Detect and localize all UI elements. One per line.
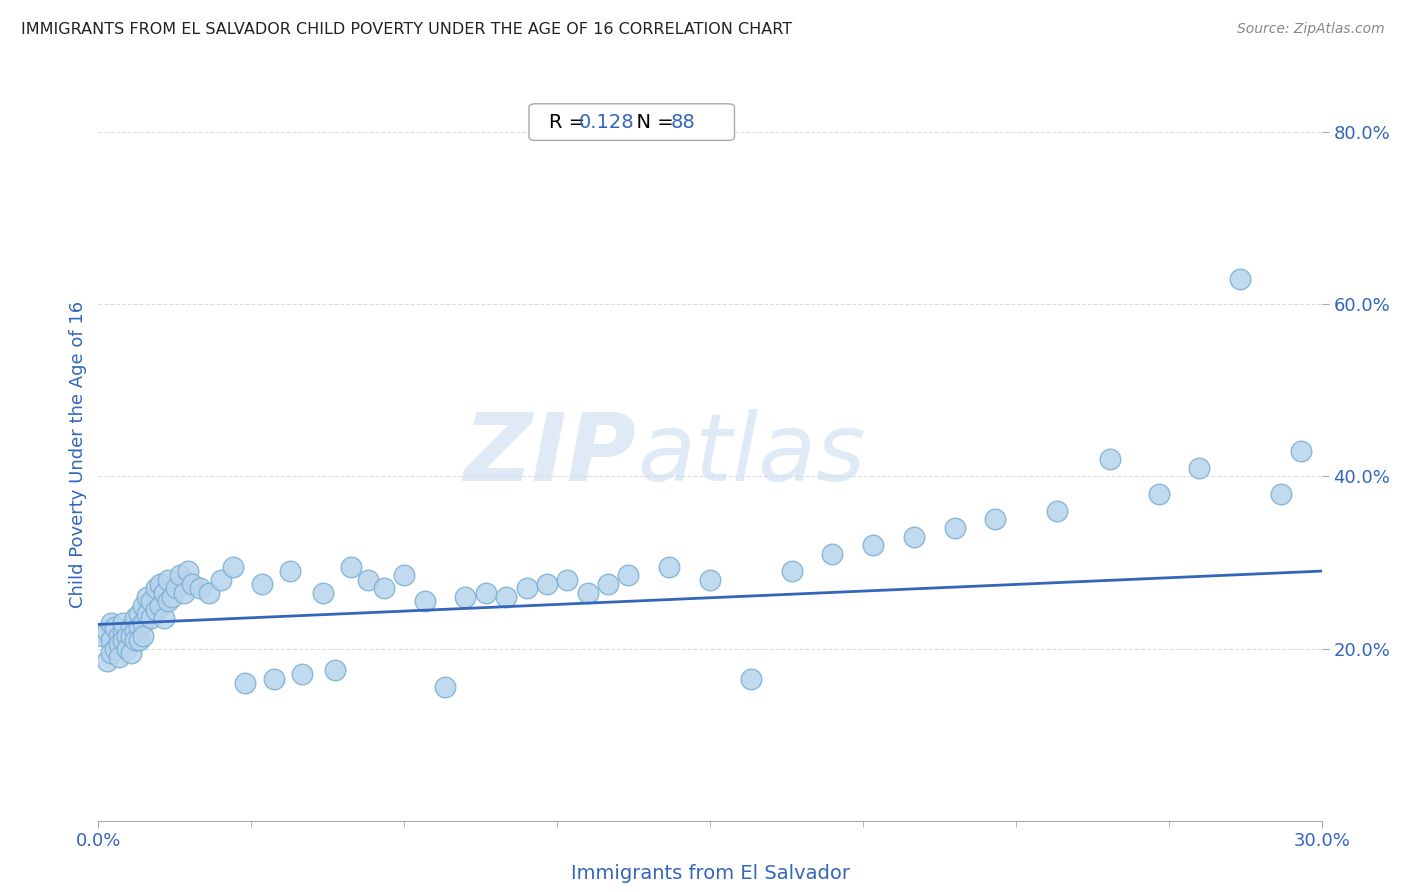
Point — [136, 590, 159, 604]
Point — [120, 646, 142, 660]
Point — [152, 585, 174, 599]
Point — [156, 594, 179, 608]
Point — [392, 568, 416, 582]
Point — [132, 615, 155, 630]
Point — [104, 641, 127, 656]
Point — [177, 564, 200, 578]
Point — [181, 577, 204, 591]
Point — [340, 559, 363, 574]
Point — [100, 646, 122, 660]
Point — [120, 620, 142, 634]
Point — [1270, 486, 1292, 500]
Point — [132, 599, 155, 613]
Point — [373, 582, 395, 596]
Point — [617, 568, 640, 582]
Text: 88: 88 — [671, 112, 696, 132]
Point — [136, 607, 159, 621]
Point — [943, 521, 966, 535]
Point — [516, 582, 538, 596]
Point — [740, 672, 762, 686]
Point — [108, 637, 131, 651]
Point — [434, 680, 457, 694]
Point — [160, 590, 183, 604]
Point — [124, 632, 146, 647]
Text: Source: ZipAtlas.com: Source: ZipAtlas.com — [1237, 22, 1385, 37]
Point — [222, 559, 245, 574]
Point — [124, 611, 146, 625]
Point — [108, 650, 131, 665]
Y-axis label: Child Poverty Under the Age of 16: Child Poverty Under the Age of 16 — [69, 301, 87, 608]
Point — [100, 615, 122, 630]
Text: ZIP: ZIP — [464, 409, 637, 501]
Point — [903, 530, 925, 544]
Point — [165, 582, 187, 596]
Point — [91, 629, 114, 643]
Point — [454, 590, 477, 604]
Point — [1098, 452, 1121, 467]
Point — [152, 611, 174, 625]
Point — [413, 594, 436, 608]
FancyBboxPatch shape — [529, 103, 734, 140]
Text: atlas: atlas — [637, 409, 865, 500]
Point — [128, 620, 150, 634]
Point — [132, 629, 155, 643]
Point — [115, 629, 138, 643]
Point — [115, 641, 138, 656]
Point — [278, 564, 301, 578]
Point — [128, 607, 150, 621]
Point — [100, 632, 122, 647]
Point — [145, 582, 167, 596]
Point — [555, 573, 579, 587]
Point — [141, 594, 163, 608]
Point — [250, 577, 273, 591]
Point — [312, 585, 335, 599]
Point — [169, 568, 191, 582]
Point — [495, 590, 517, 604]
Point — [598, 577, 620, 591]
Point — [156, 573, 179, 587]
Point — [145, 603, 167, 617]
Point — [197, 585, 219, 599]
Text: IMMIGRANTS FROM EL SALVADOR CHILD POVERTY UNDER THE AGE OF 16 CORRELATION CHART: IMMIGRANTS FROM EL SALVADOR CHILD POVERT… — [21, 22, 792, 37]
Point — [263, 672, 285, 686]
Point — [96, 624, 118, 639]
Point — [233, 676, 256, 690]
Point — [821, 547, 844, 561]
Point — [862, 538, 884, 552]
Point — [120, 629, 142, 643]
Point — [984, 512, 1007, 526]
X-axis label: Immigrants from El Salvador: Immigrants from El Salvador — [571, 864, 849, 883]
Point — [209, 573, 232, 587]
Point — [173, 585, 195, 599]
Point — [1291, 443, 1313, 458]
Point — [323, 663, 346, 677]
Point — [141, 611, 163, 625]
Point — [108, 629, 131, 643]
Point — [291, 667, 314, 681]
Text: 0.128: 0.128 — [579, 112, 634, 132]
Point — [149, 577, 172, 591]
Point — [1188, 460, 1211, 475]
Text: N =: N = — [624, 112, 681, 132]
Point — [188, 582, 212, 596]
Point — [780, 564, 803, 578]
Point — [111, 632, 134, 647]
Point — [356, 573, 378, 587]
Point — [536, 577, 558, 591]
Point — [111, 615, 134, 630]
Point — [658, 559, 681, 574]
Point — [699, 573, 721, 587]
Point — [104, 620, 127, 634]
Point — [111, 624, 134, 639]
Point — [1147, 486, 1170, 500]
Point — [1229, 271, 1251, 285]
Point — [128, 632, 150, 647]
Point — [576, 585, 599, 599]
Point — [474, 585, 498, 599]
Point — [124, 624, 146, 639]
Point — [96, 655, 118, 669]
Point — [1045, 504, 1069, 518]
Text: R =: R = — [548, 112, 591, 132]
Point — [149, 599, 172, 613]
